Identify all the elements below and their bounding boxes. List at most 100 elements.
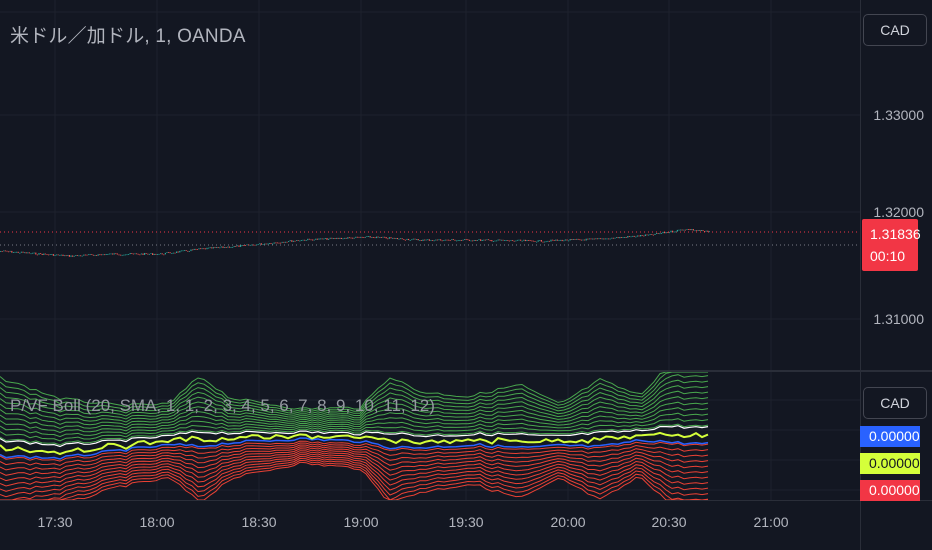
candle (504, 240, 506, 241)
candle (339, 237, 341, 239)
candle (228, 246, 230, 248)
candle (88, 254, 90, 256)
candle (542, 241, 544, 243)
candle (324, 238, 326, 239)
upper-band-line (0, 407, 709, 434)
candle (294, 240, 296, 242)
candle (531, 240, 533, 242)
currency-button[interactable]: CAD (863, 14, 927, 46)
indicator-currency-button[interactable]: CAD (863, 387, 927, 419)
price-tick-label: 1.32000 (873, 204, 924, 220)
candle (276, 242, 278, 244)
candle (699, 230, 701, 231)
candle (163, 254, 165, 256)
candle (243, 245, 245, 246)
candle (308, 238, 310, 240)
candle (577, 238, 579, 240)
candle (260, 243, 262, 245)
candle (236, 245, 238, 247)
candle (344, 237, 346, 239)
candle (454, 239, 456, 241)
candle (382, 236, 384, 238)
pane-divider[interactable] (0, 370, 932, 372)
candle (406, 238, 408, 240)
candle (468, 239, 470, 241)
candle (622, 237, 624, 238)
candle (284, 241, 286, 243)
time-axis-border (0, 500, 932, 501)
candle (270, 243, 272, 244)
candle (54, 254, 56, 256)
candle (400, 238, 402, 240)
candle (222, 246, 224, 248)
candle (195, 248, 197, 250)
candle (681, 229, 683, 231)
candle (472, 240, 474, 242)
candle (411, 239, 413, 241)
candle (691, 229, 693, 231)
candle (296, 240, 298, 241)
candle (388, 237, 390, 239)
candle (91, 254, 93, 255)
candle (51, 254, 53, 255)
candle (492, 241, 494, 242)
candle (651, 234, 653, 235)
candle (614, 237, 616, 239)
candle (60, 254, 62, 256)
candle (593, 238, 595, 240)
upper-band-line (0, 423, 709, 446)
candle (584, 239, 586, 241)
indicator-title[interactable]: P/VF Boll (20, SMA, 1, 1, 2, 3, 4, 5, 6,… (10, 396, 435, 415)
candle (448, 239, 450, 241)
candle (368, 236, 370, 237)
candle (424, 239, 426, 241)
candle (609, 238, 611, 240)
candle (555, 239, 557, 241)
candle (649, 234, 651, 235)
candle (574, 239, 576, 240)
chart-canvas[interactable] (0, 0, 860, 550)
candle (441, 240, 443, 242)
last-price-label: 1.31836 00:10 (862, 219, 921, 271)
candle (251, 244, 253, 246)
candle (516, 239, 518, 241)
candle (136, 253, 138, 255)
candle (30, 253, 32, 255)
candle (340, 237, 342, 239)
candle (56, 254, 58, 256)
candle (534, 241, 536, 242)
candle (624, 237, 626, 238)
candle (225, 247, 227, 248)
candle (595, 238, 597, 240)
candle (206, 247, 208, 250)
candle (318, 238, 320, 240)
time-tick-label: 19:00 (343, 514, 379, 530)
candle (556, 239, 558, 241)
candle (35, 252, 37, 255)
candle (377, 236, 379, 238)
candle (678, 229, 680, 231)
candle (548, 240, 550, 242)
candle (52, 254, 54, 256)
lower-band-line (0, 446, 709, 476)
candle (582, 239, 584, 241)
candle (289, 240, 291, 242)
candle (435, 239, 437, 241)
price-axis[interactable]: 1.33000 1.32000 1.31000 (860, 0, 932, 550)
candle (300, 240, 302, 241)
candle (664, 231, 666, 234)
symbol-title[interactable]: 米ドル／加ドル, 1, OANDA (10, 26, 246, 47)
candle (46, 254, 48, 255)
candle (192, 249, 194, 251)
candle (352, 237, 354, 239)
candle (323, 238, 325, 240)
candle (348, 237, 350, 239)
candle (628, 236, 630, 237)
candle (254, 244, 256, 246)
candle (617, 237, 619, 239)
candle (81, 255, 83, 257)
candle (43, 253, 45, 255)
candle (428, 239, 430, 241)
lower-band-line (0, 442, 709, 466)
candle (304, 239, 306, 241)
